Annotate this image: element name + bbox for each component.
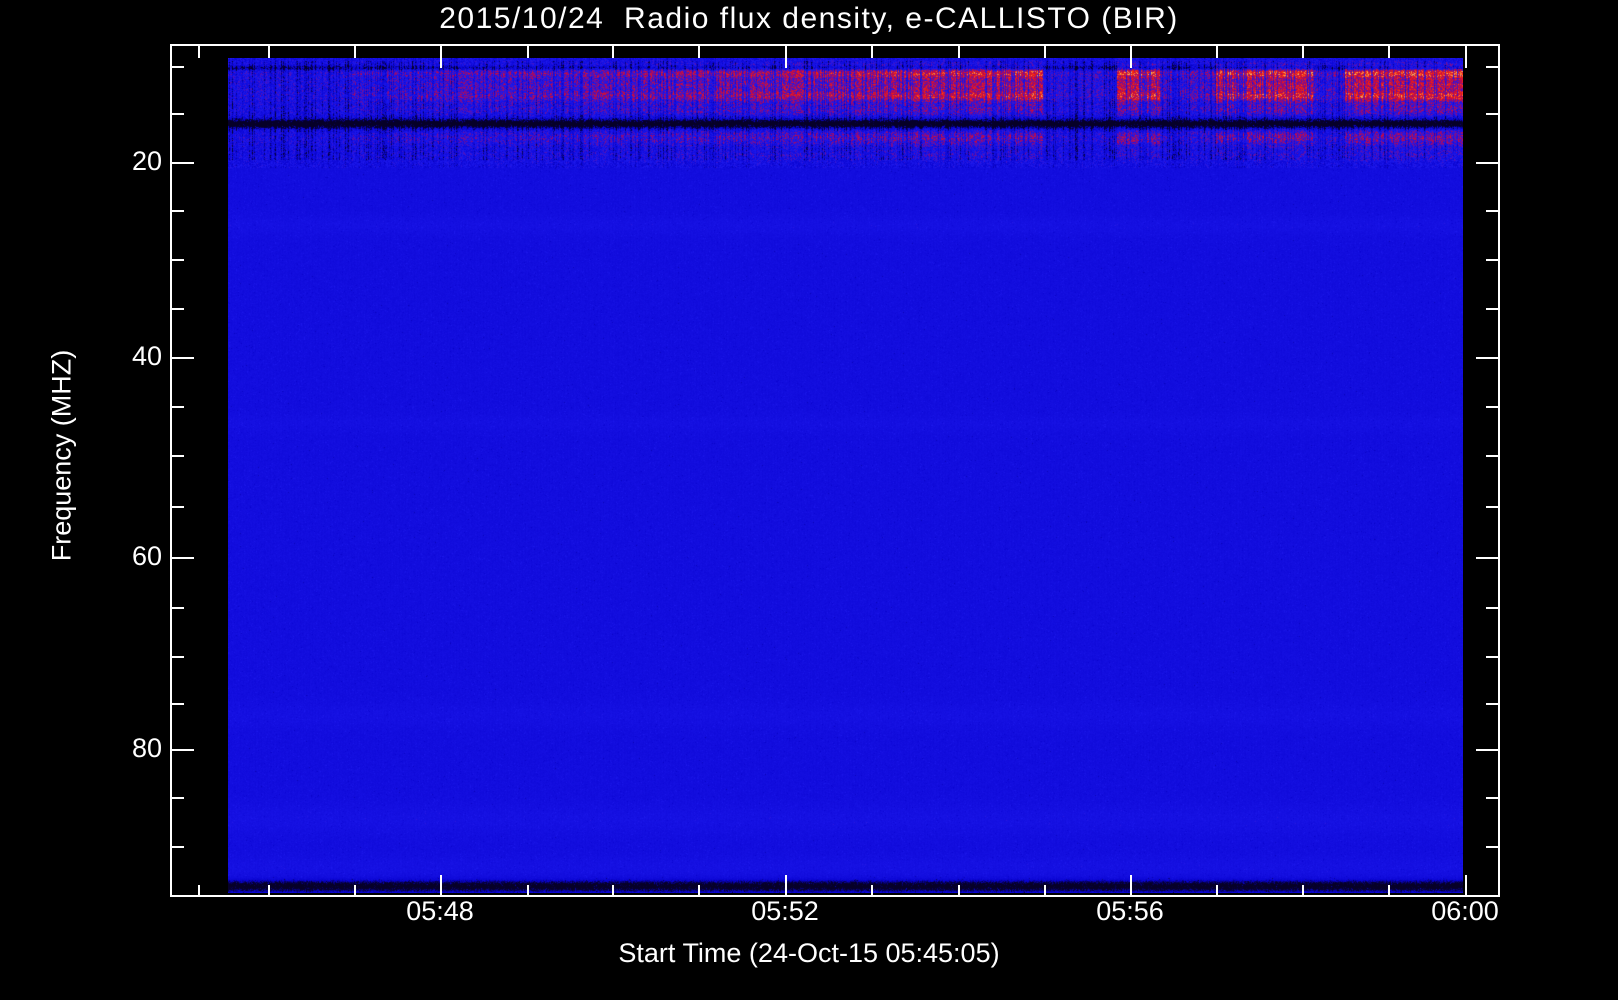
y-tick-minor xyxy=(172,406,184,408)
spectrogram-image xyxy=(228,58,1463,893)
y-tick-minor xyxy=(172,846,184,848)
x-tick-major xyxy=(1465,875,1467,897)
x-tick-minor-top xyxy=(1388,46,1390,58)
x-tick-major-top xyxy=(440,46,442,68)
x-tick-minor-top xyxy=(1044,46,1046,58)
y-tick-major-right xyxy=(1476,749,1498,751)
x-tick-minor-top xyxy=(1216,46,1218,58)
y-tick-major xyxy=(172,162,194,164)
y-tick-major xyxy=(172,749,194,751)
x-tick-minor xyxy=(268,885,270,897)
y-tick-minor xyxy=(172,797,184,799)
x-tick-minor xyxy=(1044,885,1046,897)
y-tick-minor-right xyxy=(1486,66,1498,68)
x-tick-minor-top xyxy=(958,46,960,58)
y-tick-minor xyxy=(172,210,184,212)
x-tick-minor-top xyxy=(698,46,700,58)
x-tick-major xyxy=(1130,875,1132,897)
x-tick-minor xyxy=(958,885,960,897)
x-tick-minor xyxy=(198,885,200,897)
y-tick-minor-right xyxy=(1486,210,1498,212)
y-tick-minor-right xyxy=(1486,846,1498,848)
y-tick-minor xyxy=(172,66,184,68)
y-tick-minor-right xyxy=(1486,703,1498,705)
y-tick-major-right xyxy=(1476,557,1498,559)
x-axis-title: Start Time (24-Oct-15 05:45:05) xyxy=(618,938,1000,968)
x-tick-label: 05:52 xyxy=(751,896,819,926)
y-tick-label: 40 xyxy=(131,341,162,371)
y-tick-label: 60 xyxy=(131,541,162,571)
x-tick-label: 06:00 xyxy=(1431,896,1499,926)
y-tick-minor-right xyxy=(1486,308,1498,310)
y-tick-minor-right xyxy=(1486,607,1498,609)
y-tick-minor-right xyxy=(1486,259,1498,261)
y-tick-minor xyxy=(172,259,184,261)
x-tick-minor xyxy=(1216,885,1218,897)
x-tick-major-top xyxy=(1130,46,1132,68)
x-tick-minor-top xyxy=(268,46,270,58)
y-tick-major xyxy=(172,557,194,559)
y-tick-label: 20 xyxy=(131,146,162,176)
x-tick-major-top xyxy=(785,46,787,68)
y-tick-minor xyxy=(172,506,184,508)
y-tick-minor-right xyxy=(1486,656,1498,658)
x-tick-minor-top xyxy=(198,46,200,58)
y-tick-major-right xyxy=(1476,357,1498,359)
y-tick-minor-right xyxy=(1486,406,1498,408)
x-tick-major-top xyxy=(1465,46,1467,68)
y-tick-minor xyxy=(172,308,184,310)
x-tick-label: 05:56 xyxy=(1096,896,1164,926)
x-tick-minor xyxy=(354,885,356,897)
y-tick-major-right xyxy=(1476,162,1498,164)
y-tick-minor-right xyxy=(1486,797,1498,799)
x-tick-minor xyxy=(698,885,700,897)
x-tick-minor-top xyxy=(527,46,529,58)
y-tick-minor xyxy=(172,656,184,658)
x-tick-minor-top xyxy=(1302,46,1304,58)
spectrogram-canvas xyxy=(228,58,1463,893)
y-tick-minor xyxy=(172,455,184,457)
x-tick-minor xyxy=(871,885,873,897)
y-tick-minor xyxy=(172,703,184,705)
y-tick-minor xyxy=(172,113,184,115)
x-tick-label: 05:48 xyxy=(406,896,474,926)
y-tick-minor-right xyxy=(1486,113,1498,115)
x-tick-minor xyxy=(1388,885,1390,897)
x-tick-minor-top xyxy=(871,46,873,58)
x-tick-minor xyxy=(527,885,529,897)
y-tick-major xyxy=(172,357,194,359)
y-tick-minor-right xyxy=(1486,506,1498,508)
y-tick-label: 80 xyxy=(131,733,162,763)
x-tick-minor xyxy=(1302,885,1304,897)
x-tick-minor-top xyxy=(612,46,614,58)
y-tick-minor xyxy=(172,607,184,609)
y-tick-minor-right xyxy=(1486,455,1498,457)
x-tick-minor xyxy=(612,885,614,897)
figure-title: 2015/10/24 Radio flux density, e-CALLIST… xyxy=(439,2,1179,35)
x-tick-minor-top xyxy=(354,46,356,58)
x-tick-major xyxy=(440,875,442,897)
y-axis-title: Frequency (MHZ) xyxy=(46,349,77,562)
x-tick-major xyxy=(785,875,787,897)
